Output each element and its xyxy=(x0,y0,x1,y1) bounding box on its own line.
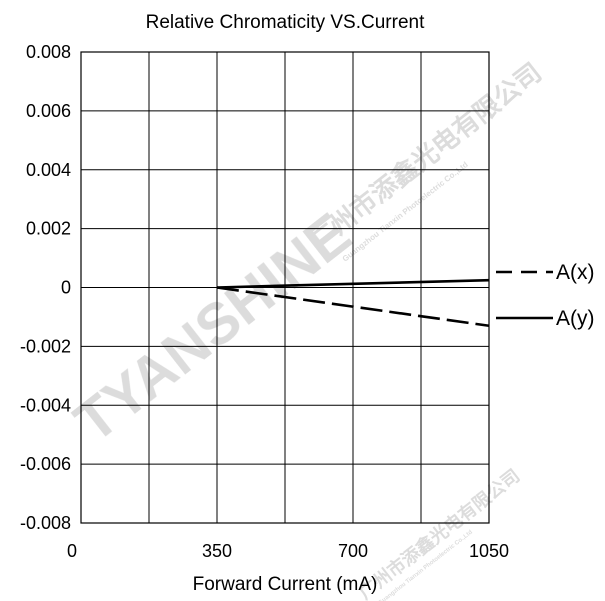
watermark-company-cn: 广州市添鑫光电有限公司 xyxy=(303,57,547,257)
series-lines xyxy=(216,278,490,328)
y-tick-label: 0 xyxy=(61,278,71,298)
x-tick-label: 1050 xyxy=(469,541,509,561)
series-line-ax xyxy=(216,286,490,328)
y-tick-label: 0.006 xyxy=(26,101,71,121)
y-tick-label: -0.002 xyxy=(20,336,71,356)
axis-ticks: 0.008 0.006 0.004 0.002 0 -0.002 -0.004 -0.006 -… xyxy=(20,42,509,561)
y-tick-label: -0.008 xyxy=(20,513,71,533)
y-tick-label: -0.004 xyxy=(20,395,71,415)
x-tick-label: 350 xyxy=(202,541,232,561)
legend-label: A(y) xyxy=(556,307,595,330)
legend-label: A(x) xyxy=(556,261,595,284)
y-tick-label: -0.006 xyxy=(20,454,71,474)
legend: A(x) A(y) xyxy=(496,261,595,330)
watermark-company-cn-2: 广州市添鑫光电有限公司 xyxy=(355,465,524,601)
y-tick-label: 0.004 xyxy=(26,160,71,180)
series-line-ay xyxy=(216,278,490,289)
plot-grid xyxy=(80,51,490,524)
chart-title: Relative Chromaticity VS.Current xyxy=(146,12,425,33)
watermark: TYANSHINE 广州市添鑫光电有限公司 Guangzhou Tianxin … xyxy=(63,57,547,601)
x-tick-label: 700 xyxy=(338,541,368,561)
x-tick-label: 0 xyxy=(67,541,77,561)
y-tick-label: 0.002 xyxy=(26,219,71,239)
x-axis-label: Forward Current (mA) xyxy=(193,574,378,595)
plot-frame xyxy=(80,51,490,524)
y-tick-label: 0.008 xyxy=(26,42,71,62)
